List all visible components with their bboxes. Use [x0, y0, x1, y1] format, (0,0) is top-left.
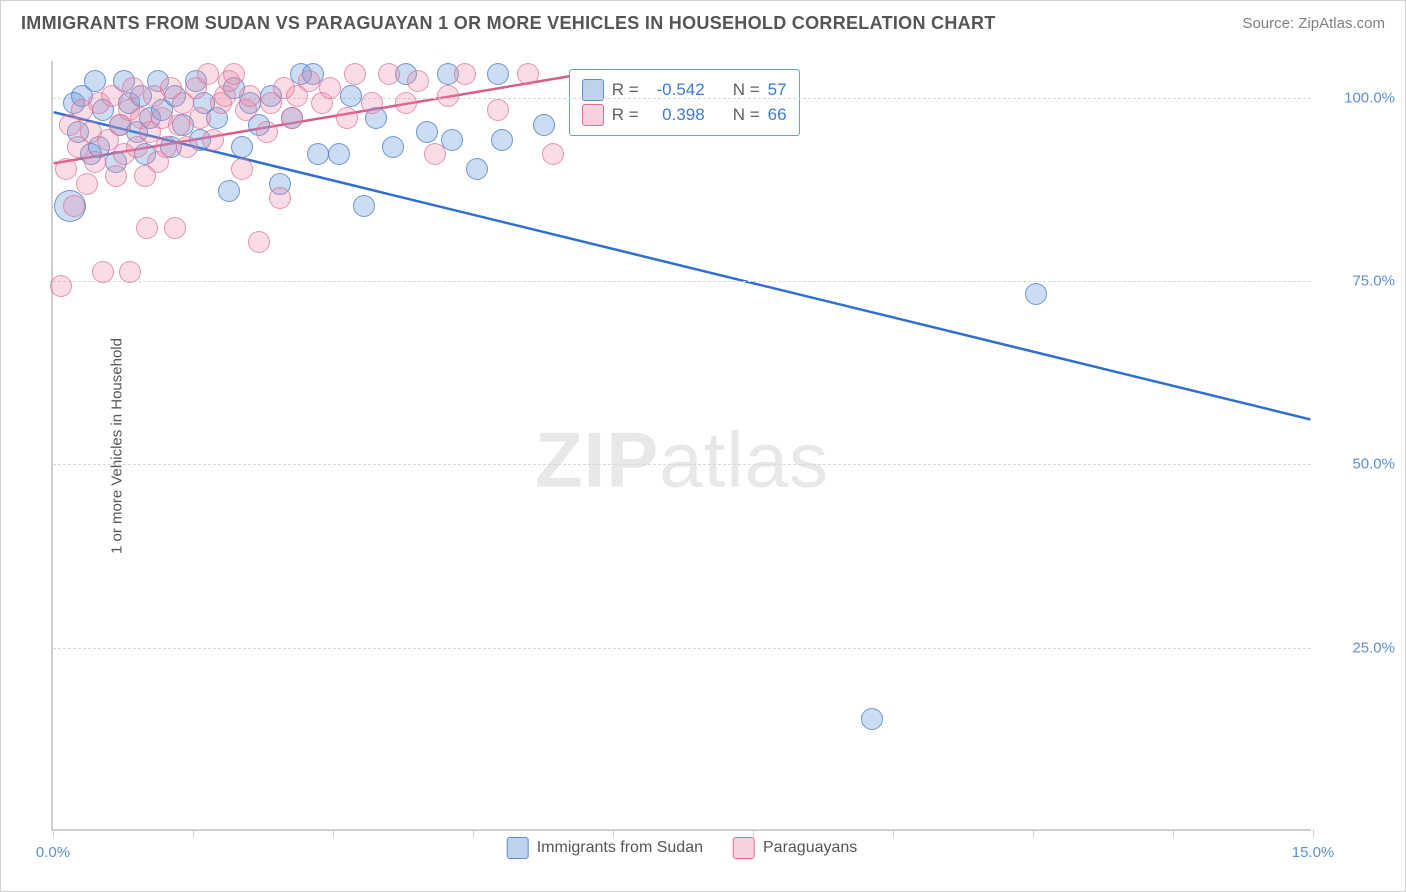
series-legend-item: Immigrants from Sudan — [507, 837, 703, 859]
x-tick — [333, 829, 334, 837]
x-tick-label: 15.0% — [1292, 844, 1335, 861]
data-point — [491, 129, 513, 151]
x-tick — [53, 829, 54, 837]
data-point — [256, 121, 278, 143]
data-point — [353, 195, 375, 217]
data-point — [122, 77, 144, 99]
legend-n-label: N = — [733, 105, 760, 125]
data-point — [231, 158, 253, 180]
correlation-legend-box: R =-0.542N =57R =0.398N =66 — [569, 69, 800, 136]
data-point — [416, 121, 438, 143]
data-point — [176, 136, 198, 158]
x-tick — [473, 829, 474, 837]
data-point — [487, 63, 509, 85]
data-point — [189, 107, 211, 129]
data-point — [382, 136, 404, 158]
data-point — [119, 261, 141, 283]
data-point — [517, 63, 539, 85]
data-point — [231, 136, 253, 158]
data-point — [218, 180, 240, 202]
data-point — [136, 217, 158, 239]
data-point — [164, 217, 186, 239]
data-point — [328, 143, 350, 165]
watermark: ZIPatlas — [535, 415, 829, 506]
data-point — [319, 77, 341, 99]
x-tick — [1033, 829, 1034, 837]
data-point — [168, 114, 190, 136]
data-point — [202, 129, 224, 151]
data-point — [378, 63, 400, 85]
y-tick-label: 100.0% — [1344, 89, 1395, 106]
y-tick-label: 25.0% — [1352, 639, 1395, 656]
data-point — [223, 63, 245, 85]
series-legend-label: Paraguayans — [763, 839, 857, 857]
y-tick-label: 50.0% — [1352, 456, 1395, 473]
series-legend-item: Paraguayans — [733, 837, 857, 859]
legend-swatch — [507, 837, 529, 859]
y-tick-label: 75.0% — [1352, 273, 1395, 290]
data-point — [437, 85, 459, 107]
data-point — [298, 70, 320, 92]
legend-r-value: 0.398 — [647, 105, 705, 125]
data-point — [197, 63, 219, 85]
y-gridline — [53, 648, 1311, 649]
data-point — [55, 158, 77, 180]
data-point — [424, 143, 446, 165]
legend-row: R = 0.398 N = 66 — [582, 104, 787, 126]
x-tick — [893, 829, 894, 837]
legend-swatch — [582, 104, 604, 126]
data-point — [466, 158, 488, 180]
data-point — [533, 114, 555, 136]
data-point — [63, 195, 85, 217]
chart-title: IMMIGRANTS FROM SUDAN VS PARAGUAYAN 1 OR… — [21, 13, 996, 34]
y-gridline — [53, 281, 1311, 282]
legend-r-label: R = — [612, 105, 639, 125]
series-legend: Immigrants from Sudan Paraguayans — [507, 837, 858, 859]
x-tick — [193, 829, 194, 837]
data-point — [487, 99, 509, 121]
x-tick — [1173, 829, 1174, 837]
data-point — [361, 92, 383, 114]
plot-area: ZIPatlas R =-0.542N =57R =0.398N =66 Imm… — [51, 61, 1311, 831]
data-point — [336, 107, 358, 129]
data-point — [307, 143, 329, 165]
data-point — [1025, 283, 1047, 305]
watermark-rest: atlas — [659, 416, 829, 504]
data-point — [542, 143, 564, 165]
legend-swatch — [733, 837, 755, 859]
data-point — [50, 275, 72, 297]
chart-container: IMMIGRANTS FROM SUDAN VS PARAGUAYAN 1 OR… — [0, 0, 1406, 892]
data-point — [407, 70, 429, 92]
series-legend-label: Immigrants from Sudan — [537, 839, 703, 857]
data-point — [92, 261, 114, 283]
data-point — [248, 231, 270, 253]
data-point — [269, 187, 291, 209]
data-point — [84, 151, 106, 173]
data-point — [340, 85, 362, 107]
data-point — [281, 107, 303, 129]
x-tick — [753, 829, 754, 837]
title-row: IMMIGRANTS FROM SUDAN VS PARAGUAYAN 1 OR… — [21, 13, 1385, 34]
data-point — [239, 85, 261, 107]
data-point — [861, 708, 883, 730]
watermark-bold: ZIP — [535, 416, 659, 504]
chart-source: Source: ZipAtlas.com — [1242, 15, 1385, 32]
data-point — [155, 136, 177, 158]
data-point — [454, 63, 476, 85]
x-tick-label: 0.0% — [36, 844, 70, 861]
data-point — [344, 63, 366, 85]
legend-n-value: 66 — [768, 105, 787, 125]
data-point — [76, 173, 98, 195]
x-tick — [1313, 829, 1314, 837]
x-tick — [613, 829, 614, 837]
data-point — [395, 92, 417, 114]
data-point — [105, 165, 127, 187]
y-gridline — [53, 464, 1311, 465]
